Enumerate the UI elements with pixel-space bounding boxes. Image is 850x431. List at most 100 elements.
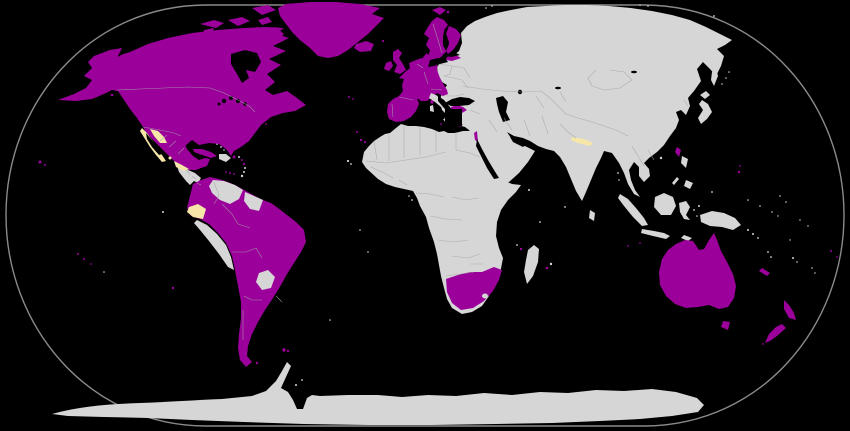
projection-outline (5, 4, 845, 427)
region-borneo (654, 193, 676, 215)
region-madagascar (524, 245, 539, 284)
sea-gulf-of-california (146, 133, 162, 155)
island-seychelles (539, 221, 541, 223)
island-kurils (725, 77, 727, 79)
region-arctic-islands (200, 5, 284, 43)
island-kurils (728, 71, 730, 73)
region-iceland (354, 41, 374, 52)
island-bahamas (220, 146, 222, 148)
island-palau (711, 191, 713, 193)
island-tristan (329, 319, 331, 321)
island-sao-tome (408, 195, 410, 197)
region-guyana-suriname (244, 192, 263, 211)
region-tasmania (721, 321, 730, 330)
region-new-zealand-south (765, 324, 786, 343)
island-svalbard-east (446, 10, 450, 14)
island-cocos (627, 245, 629, 247)
island-easter (171, 286, 175, 290)
lake-baikal (631, 70, 637, 74)
island-vanuatu (767, 251, 769, 253)
island-ascension (359, 229, 361, 231)
island-halmahera (698, 205, 700, 207)
region-venezuela (209, 180, 243, 204)
region-alaska (58, 48, 126, 101)
island-falklands (286, 349, 290, 353)
island-guadeloupe (241, 159, 243, 161)
region-central-america (177, 166, 201, 185)
island-cape-verde (346, 159, 350, 163)
region-eurasia (437, 5, 732, 201)
region-sardinia (430, 105, 434, 112)
region-south-mexico-states (174, 161, 189, 171)
island-balearics (413, 106, 417, 110)
island-kiribati (799, 219, 801, 221)
island-antilles (244, 167, 246, 169)
island-solomons (752, 233, 754, 235)
island-canary (363, 140, 367, 144)
island-antilles (238, 156, 240, 158)
island-tonga (811, 267, 813, 269)
island-franz-josef (491, 5, 493, 7)
sea-hudson-bay (231, 50, 261, 83)
border-africa (365, 126, 483, 277)
island-christmas (639, 242, 641, 244)
region-mexico-state-dot (168, 156, 172, 160)
region-java (641, 229, 670, 239)
island-galapagos (162, 211, 164, 213)
island-mayotte (519, 247, 523, 251)
island-marshall (779, 195, 781, 197)
region-mindanao (684, 180, 693, 189)
island-pitcairn (103, 271, 105, 273)
region-cuba (193, 149, 217, 158)
region-new-caledonia (759, 268, 770, 276)
border-us-mexico (142, 126, 182, 137)
island-moluccas (696, 215, 698, 217)
island-antilles (243, 171, 245, 173)
border-mexico-states (159, 134, 185, 155)
island-mauritius (549, 262, 553, 266)
island-turks (223, 149, 225, 151)
region-new-zealand-north (784, 300, 796, 320)
region-south-africa (446, 267, 502, 310)
sea-black-sea (445, 97, 475, 106)
island-antarctic (301, 379, 303, 381)
region-ireland (384, 61, 393, 71)
region-peru (194, 220, 234, 270)
island-fiji (792, 257, 794, 259)
island-hawaii (38, 160, 42, 164)
island-faroe (381, 39, 385, 43)
region-united-kingdom (393, 49, 406, 74)
island-antarctic (295, 384, 297, 386)
region-scandinavia (424, 17, 449, 62)
region-japan (698, 91, 712, 124)
region-nepal (571, 137, 593, 146)
island-socotra (528, 189, 530, 191)
island-aruba (225, 171, 227, 173)
island-wallis-futuna (836, 256, 838, 258)
island-azores (352, 98, 354, 100)
sea-gulf-of-bothnia (443, 31, 449, 51)
region-antarctica (52, 362, 704, 425)
island-stewart (762, 343, 764, 345)
island-cape-verde (350, 163, 352, 165)
island-sao-tome (411, 199, 413, 201)
sea-baltic (428, 58, 448, 67)
island-micronesia (747, 199, 749, 201)
region-hispaniola (219, 154, 231, 162)
island-curacao (229, 172, 231, 174)
region-africa (362, 124, 521, 314)
island-bonaire (233, 173, 235, 175)
island-solomons (757, 237, 759, 239)
region-sri-lanka (589, 210, 595, 221)
island-franz-josef (485, 7, 487, 9)
island-martinique (242, 162, 246, 166)
island-new-siberian (647, 5, 649, 7)
region-ecuador (187, 204, 206, 219)
region-south-america (187, 177, 306, 367)
island-solomons (747, 229, 749, 231)
sea-red-sea (476, 139, 499, 179)
island-andaman (617, 172, 619, 174)
border-central-america (185, 169, 202, 186)
region-sumatra (618, 194, 648, 226)
